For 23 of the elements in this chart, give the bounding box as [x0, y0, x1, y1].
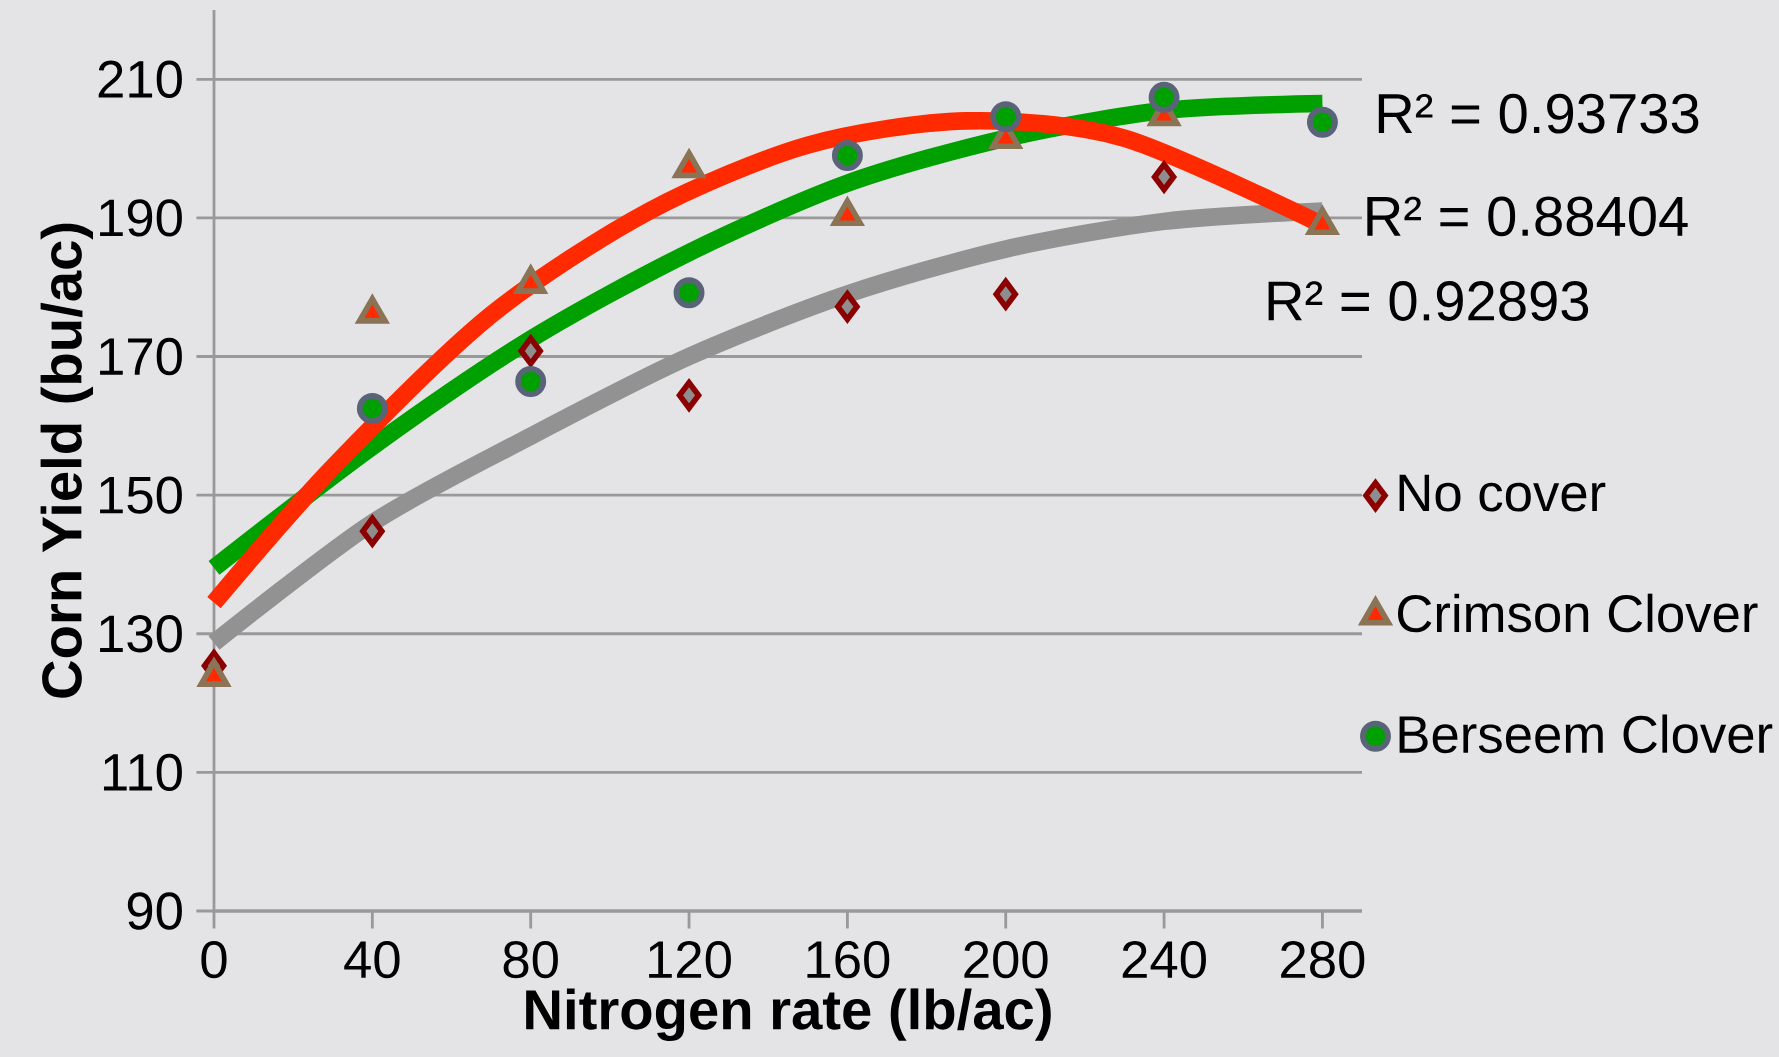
y-tick-label: 210: [98, 60, 182, 98]
y-axis-title: Corn Yield (bu/ac): [40, 223, 94, 698]
text: R² = 0.93733: [1378, 93, 1699, 134]
y-tick-label: 110: [103, 753, 182, 792]
y-tick-label: 90: [127, 892, 182, 930]
x-tick-label: 200: [964, 940, 1048, 979]
x-tick-label: 120: [649, 940, 731, 979]
y-tick-label: 170: [100, 337, 182, 376]
x-tick-label: 0: [201, 940, 227, 979]
legend-label: No cover: [1399, 474, 1606, 512]
x-tick-label: 160: [807, 940, 890, 979]
y-tick-label: 130: [100, 615, 182, 653]
legend-label: Crimson Clover: [1398, 593, 1758, 633]
annotation: R² = 0.92893: [1268, 281, 1589, 321]
text: R² = 0.88404: [1367, 196, 1688, 237]
y-tick-label: 190: [100, 199, 182, 237]
y-tick-label: 150: [100, 476, 182, 514]
x-tick-label: 240: [1122, 940, 1206, 979]
x-tick-label: 40: [344, 940, 400, 979]
x-tick-label: 280: [1281, 940, 1365, 979]
legend-label: Berseem Clover: [1399, 714, 1773, 754]
x-tick-label: 80: [503, 940, 558, 979]
x-axis-title: Nitrogen rate (lb/ac): [526, 988, 1051, 1042]
